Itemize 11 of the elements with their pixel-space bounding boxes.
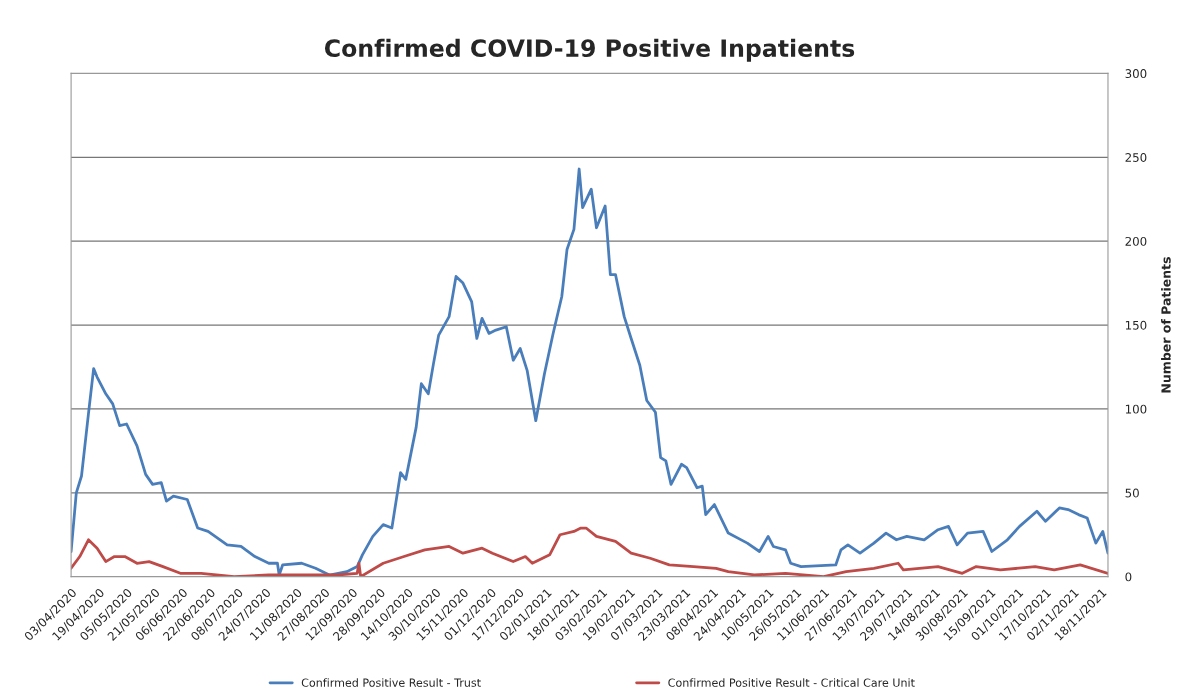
y-axis-title: Number of Patients — [1161, 257, 1171, 393]
legend-label: Confirmed Positive Result - Trust — [301, 678, 481, 687]
y-tick-label: 200 — [1125, 236, 1147, 246]
y-tick-label: 300 — [1125, 69, 1147, 79]
y-tick-label: 50 — [1125, 488, 1139, 498]
y-tick-label: 100 — [1125, 404, 1147, 414]
y-tick-label: 250 — [1125, 153, 1147, 162]
chart-title: Confirmed COVID-19 Positive Inpatients — [324, 38, 855, 62]
legend-label: Confirmed Positive Result - Critical Care Unit — [668, 678, 915, 687]
y-tick-label: 150 — [1125, 320, 1147, 330]
y-tick-label: 0 — [1125, 572, 1132, 582]
